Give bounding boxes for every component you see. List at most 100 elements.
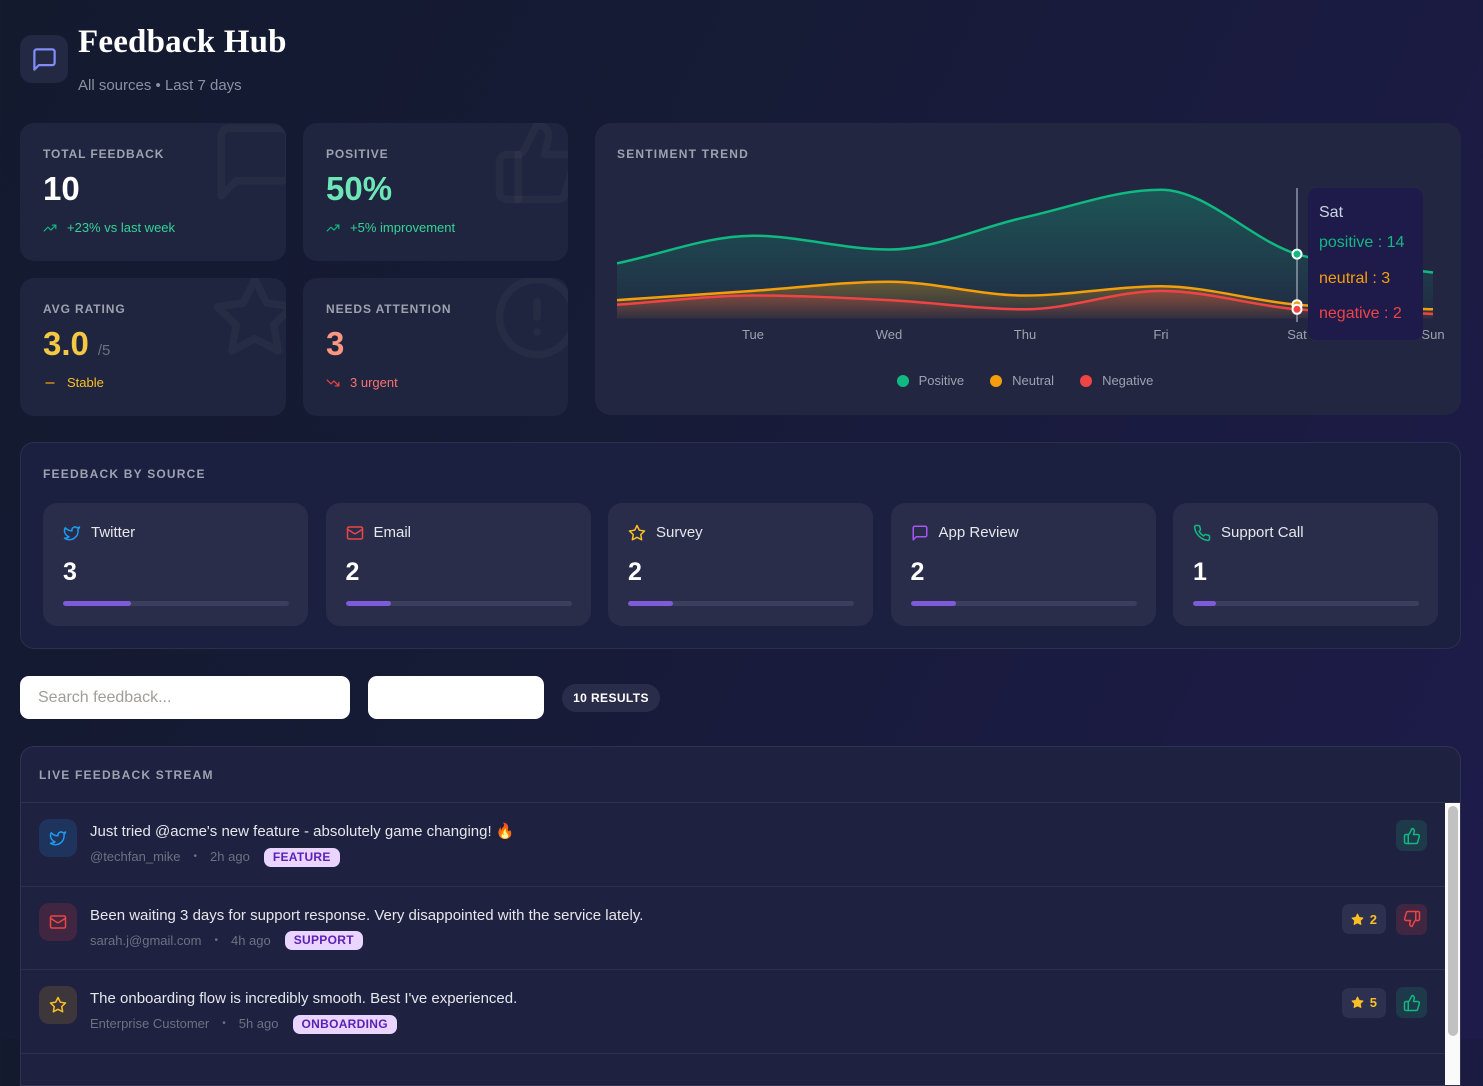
feedback-time: 2h ago — [210, 849, 250, 864]
source-card-support-call[interactable]: Support Call 1 — [1173, 503, 1438, 626]
phone-icon — [1193, 524, 1211, 542]
star-icon — [1351, 913, 1364, 926]
source-card-email[interactable]: Email 2 — [325, 503, 591, 626]
source-label: Survey — [656, 524, 703, 541]
legend-item-neutral[interactable]: Neutral — [990, 373, 1054, 389]
source-card-app-review[interactable]: App Review 2 — [890, 503, 1156, 626]
source-progress-bar — [63, 601, 289, 606]
mail-icon — [346, 524, 364, 542]
star-icon — [628, 524, 646, 542]
source-card-survey[interactable]: Survey 2 — [608, 503, 873, 626]
minus-icon — [43, 376, 57, 390]
source-label: App Review — [938, 524, 1019, 541]
source-progress-bar — [628, 601, 854, 606]
page-title: Feedback Hub — [78, 24, 287, 60]
stat-card-needs-attention: NEEDS ATTENTION 3 3 urgent — [303, 278, 568, 416]
stat-value: 3.0 — [43, 325, 89, 362]
legend-item-negative[interactable]: Negative — [1080, 373, 1153, 389]
legend-label: Negative — [1102, 373, 1154, 388]
stat-value: 10 — [43, 170, 80, 207]
source-count: 2 — [345, 558, 360, 586]
x-tick-label: Fri — [1153, 327, 1168, 342]
feedback-message: The onboarding flow is incredibly smooth… — [90, 990, 518, 1007]
stat-card-positive: POSITIVE 50% +5% improvement — [303, 123, 568, 261]
section-title: FEEDBACK BY SOURCE — [43, 467, 206, 481]
sentiment-area-chart[interactable]: Tue Wed Thu Fri Sat Sun — [595, 123, 1461, 415]
legend-dot — [1080, 375, 1093, 387]
x-tick-label: Thu — [1014, 327, 1036, 342]
message-square-icon — [31, 46, 58, 73]
stat-value: 50% — [326, 170, 393, 207]
feedback-tag[interactable]: ONBOARDING — [292, 1014, 397, 1034]
negative-active-dot — [1291, 303, 1303, 315]
x-tick-label: Sun — [1421, 327, 1444, 342]
filter-select[interactable] — [368, 676, 544, 719]
feedback-author: Enterprise Customer — [90, 1016, 210, 1031]
feedback-message: Been waiting 3 days for support response… — [90, 906, 644, 924]
legend-dot — [896, 375, 909, 387]
feedback-tag[interactable]: FEATURE — [263, 847, 340, 867]
feedback-message: Just tried @acme's new feature - absolut… — [90, 823, 515, 840]
source-progress-bar — [1193, 601, 1419, 606]
search-input[interactable] — [20, 676, 350, 719]
source-card-twitter[interactable]: Twitter 3 — [43, 503, 308, 626]
source-count: 2 — [910, 558, 925, 586]
meta-separator: • — [214, 934, 218, 946]
page-subtitle: All sources • Last 7 days — [78, 77, 242, 94]
thumbs-up-button[interactable] — [1396, 820, 1427, 851]
trending-down-icon — [326, 376, 340, 390]
tooltip-item-neutral: neutral : 3 — [1319, 270, 1391, 287]
stat-label: AVG RATING — [43, 302, 126, 316]
feedback-time: 4h ago — [230, 932, 271, 948]
feedback-list-scrollbar[interactable] — [1445, 803, 1460, 1085]
results-count-badge: 10 RESULTS — [562, 684, 660, 712]
x-tick-label: Sat — [1287, 327, 1307, 342]
positive-active-dot — [1291, 248, 1303, 260]
live-feedback-stream: LIVE FEEDBACK STREAM Just tried @acme's … — [20, 746, 1461, 1086]
feedback-time: 5h ago — [238, 1016, 279, 1031]
source-avatar — [39, 819, 77, 857]
legend-label: Neutral — [1012, 373, 1055, 388]
source-count: 3 — [63, 558, 77, 586]
feedback-author: sarah.j@gmail.com — [90, 932, 202, 948]
source-count: 2 — [628, 558, 642, 586]
stat-value-suffix: /5 — [97, 342, 111, 359]
trending-up-icon — [43, 221, 57, 235]
stat-card-total-feedback: TOTAL FEEDBACK 10 +23% vs last week — [20, 123, 286, 261]
tooltip-item-negative: negative : 2 — [1319, 305, 1402, 322]
legend-label: Positive — [918, 373, 965, 388]
source-avatar — [39, 902, 77, 941]
stat-value: 3 — [326, 325, 345, 362]
source-avatar — [39, 986, 77, 1024]
rating-value: 5 — [1369, 995, 1377, 1010]
scrollbar-thumb[interactable] — [1448, 806, 1458, 1036]
source-label: Twitter — [91, 524, 136, 541]
meta-separator: • — [222, 1018, 226, 1029]
feedback-item[interactable]: The onboarding flow is incredibly smooth… — [21, 970, 1445, 1054]
stat-label: NEEDS ATTENTION — [326, 302, 452, 316]
feedback-by-source-section: FEEDBACK BY SOURCE Twitter 3 Email 2 Sur… — [20, 442, 1461, 649]
feedback-item[interactable]: Just tried @acme's new feature - absolut… — [21, 803, 1445, 887]
feedback-tag[interactable]: SUPPORT — [284, 931, 363, 950]
trending-up-icon — [326, 221, 340, 235]
x-tick-label: Tue — [742, 327, 764, 342]
stat-card-avg-rating: AVG RATING 3.0 /5 Stable — [20, 278, 286, 416]
thumbs-down-button[interactable] — [1396, 903, 1427, 935]
mail-icon — [49, 913, 67, 931]
sentiment-trend-card: SENTIMENT TREND Tue Wed Thu Fri Sat Sun Posit… — [595, 123, 1461, 415]
star-icon — [1351, 996, 1364, 1009]
stat-trend-text: 3 urgent — [350, 375, 398, 390]
twitter-icon — [49, 829, 67, 847]
stat-trend-text: Stable — [67, 375, 104, 390]
tooltip-label: Sat — [1319, 204, 1344, 221]
section-title: LIVE FEEDBACK STREAM — [39, 768, 214, 782]
stat-trend-text: +23% vs last week — [67, 220, 176, 235]
thumbs-up-button[interactable] — [1396, 987, 1427, 1018]
source-progress-bar — [345, 601, 572, 606]
legend-item-positive[interactable]: Positive — [896, 373, 965, 389]
message-square-icon — [911, 524, 929, 542]
chart-title: SENTIMENT TREND — [617, 147, 749, 161]
feedback-list: Just tried @acme's new feature - absolut… — [21, 803, 1460, 1085]
feedback-author: @techfan_mike — [90, 849, 181, 864]
feedback-item[interactable]: Been waiting 3 days for support response… — [21, 887, 1445, 970]
